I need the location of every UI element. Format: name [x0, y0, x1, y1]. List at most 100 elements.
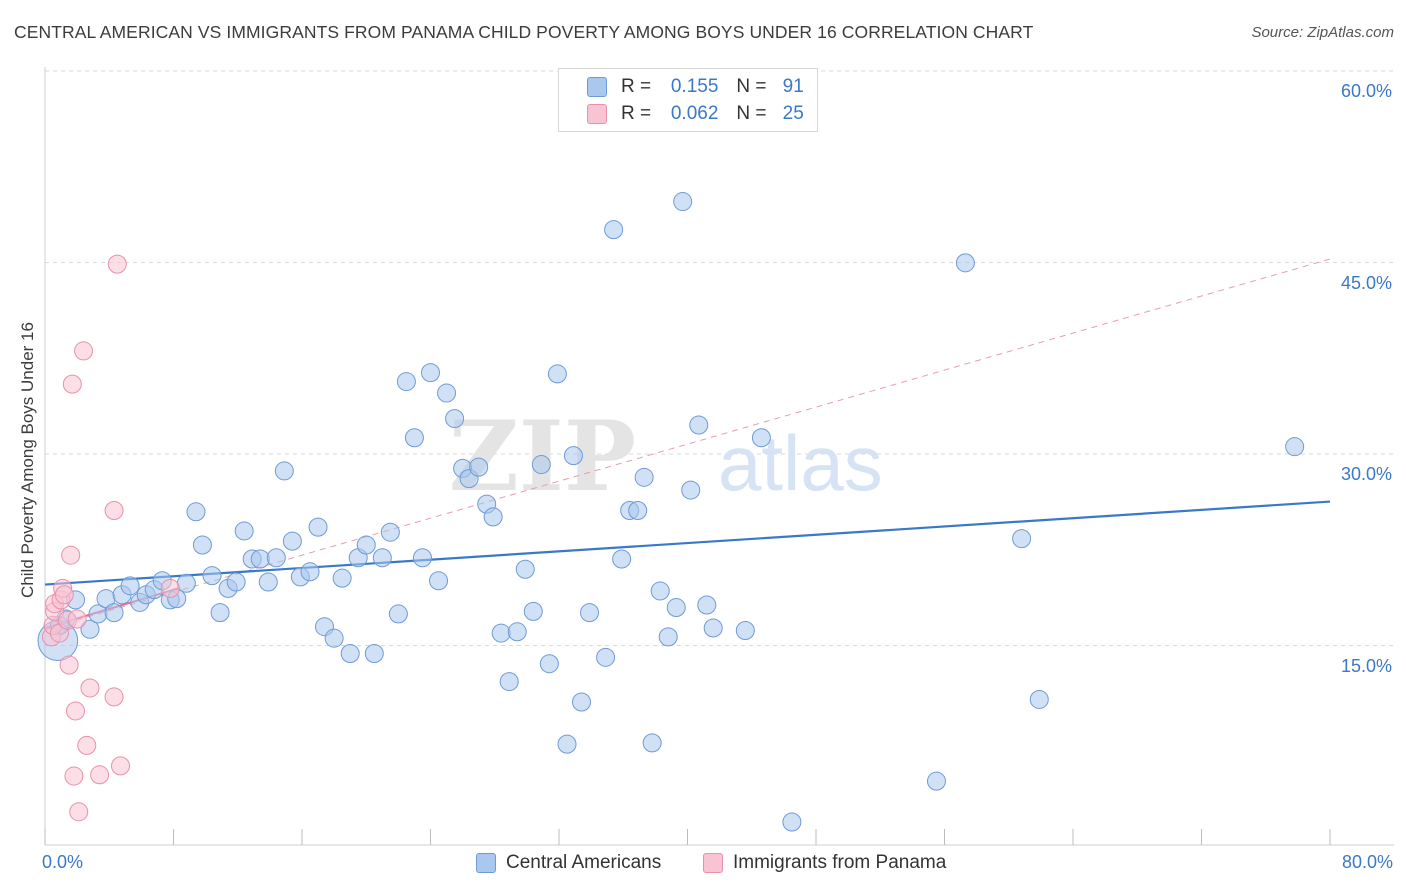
point-central-americans — [635, 468, 653, 486]
point-panama — [65, 767, 83, 785]
point-central-americans — [267, 549, 285, 567]
point-panama — [81, 679, 99, 697]
y-tick-label: 45.0% — [1341, 273, 1392, 294]
y-tick-label: 15.0% — [1341, 656, 1392, 677]
point-central-americans — [667, 599, 685, 617]
scatter-chart: ZIP atlas — [0, 0, 1406, 892]
point-central-americans — [397, 373, 415, 391]
point-central-americans — [446, 410, 464, 428]
point-central-americans — [605, 221, 623, 239]
point-central-americans — [736, 622, 754, 640]
point-central-americans — [540, 655, 558, 673]
point-central-americans — [259, 573, 277, 591]
legend-r-label: R = — [621, 103, 651, 125]
point-panama — [91, 766, 109, 784]
point-panama — [111, 757, 129, 775]
point-central-americans — [492, 624, 510, 642]
point-central-americans — [500, 673, 518, 691]
point-central-americans — [357, 536, 375, 554]
point-central-americans — [613, 550, 631, 568]
point-central-americans — [177, 574, 195, 592]
point-central-americans — [438, 384, 456, 402]
point-central-americans — [341, 645, 359, 663]
point-central-americans — [532, 456, 550, 474]
point-central-americans — [105, 604, 123, 622]
legend-row-panama: R = 0.062 N = 25 — [587, 102, 804, 126]
point-central-americans — [470, 458, 488, 476]
point-central-americans — [1286, 438, 1304, 456]
point-central-americans — [193, 536, 211, 554]
point-central-americans — [516, 560, 534, 578]
legend-n-label: N = — [736, 103, 766, 125]
legend-swatch-pink — [587, 104, 607, 124]
point-panama — [68, 610, 86, 628]
point-central-americans — [1013, 530, 1031, 548]
bottom-legend-label: Immigrants from Panama — [733, 852, 946, 874]
point-central-americans — [783, 813, 801, 831]
legend-r-value: 0.155 — [656, 76, 718, 98]
x-tick-label: 0.0% — [42, 852, 83, 873]
y-tick-label: 60.0% — [1341, 81, 1392, 102]
point-panama — [60, 656, 78, 674]
point-central-americans — [309, 518, 327, 536]
point-central-americans — [682, 481, 700, 499]
point-central-americans — [690, 416, 708, 434]
point-central-americans — [572, 693, 590, 711]
bottom-legend-label: Central Americans — [506, 852, 661, 874]
legend-row-central-americans: R = 0.155 N = 91 — [587, 75, 804, 99]
point-central-americans — [524, 602, 542, 620]
point-panama — [63, 375, 81, 393]
point-central-americans — [405, 429, 423, 447]
point-panama — [105, 502, 123, 520]
point-central-americans — [275, 462, 293, 480]
bottom-legend-swatch-pink — [703, 853, 723, 873]
bottom-legend-panama: Immigrants from Panama — [703, 852, 946, 874]
trend-line-central-americans — [45, 502, 1330, 585]
point-panama — [67, 702, 85, 720]
legend-r-label: R = — [621, 76, 651, 98]
point-panama — [161, 579, 179, 597]
point-central-americans — [227, 573, 245, 591]
point-central-americans — [643, 734, 661, 752]
point-central-americans — [373, 549, 391, 567]
point-central-americans — [203, 567, 221, 585]
point-central-americans — [325, 629, 343, 647]
point-central-americans — [187, 503, 205, 521]
point-central-americans — [597, 648, 615, 666]
point-central-americans — [581, 604, 599, 622]
point-central-americans — [564, 447, 582, 465]
point-central-americans — [674, 193, 692, 211]
point-central-americans — [211, 604, 229, 622]
point-central-americans — [651, 582, 669, 600]
watermark: ZIP atlas — [449, 400, 883, 513]
point-central-americans — [235, 522, 253, 540]
point-central-americans — [704, 619, 722, 637]
point-central-americans — [121, 577, 139, 595]
legend-n-label: N = — [736, 76, 766, 98]
point-central-americans — [283, 532, 301, 550]
point-central-americans — [413, 549, 431, 567]
legend-r-value: 0.062 — [656, 103, 718, 125]
point-central-americans — [430, 572, 448, 590]
legend-n-value: 25 — [772, 103, 804, 125]
watermark-atlas: atlas — [718, 419, 883, 507]
point-central-americans — [752, 429, 770, 447]
point-central-americans — [1030, 690, 1048, 708]
point-central-americans — [422, 364, 440, 382]
bottom-legend-central-americans: Central Americans — [476, 852, 661, 874]
point-central-americans — [333, 569, 351, 587]
point-central-americans — [251, 550, 269, 568]
correlation-legend: R = 0.155 N = 91 R = 0.062 N = 25 — [558, 68, 818, 132]
point-central-americans — [927, 772, 945, 790]
point-central-americans — [389, 605, 407, 623]
point-panama — [75, 342, 93, 360]
y-tick-label: 30.0% — [1341, 464, 1392, 485]
point-panama — [105, 688, 123, 706]
x-tick-label: 80.0% — [1342, 852, 1393, 873]
point-central-americans — [365, 645, 383, 663]
point-central-americans — [659, 628, 677, 646]
point-central-americans — [381, 523, 399, 541]
point-panama — [70, 803, 88, 821]
data-points — [38, 193, 1304, 831]
legend-swatch-blue — [587, 77, 607, 97]
